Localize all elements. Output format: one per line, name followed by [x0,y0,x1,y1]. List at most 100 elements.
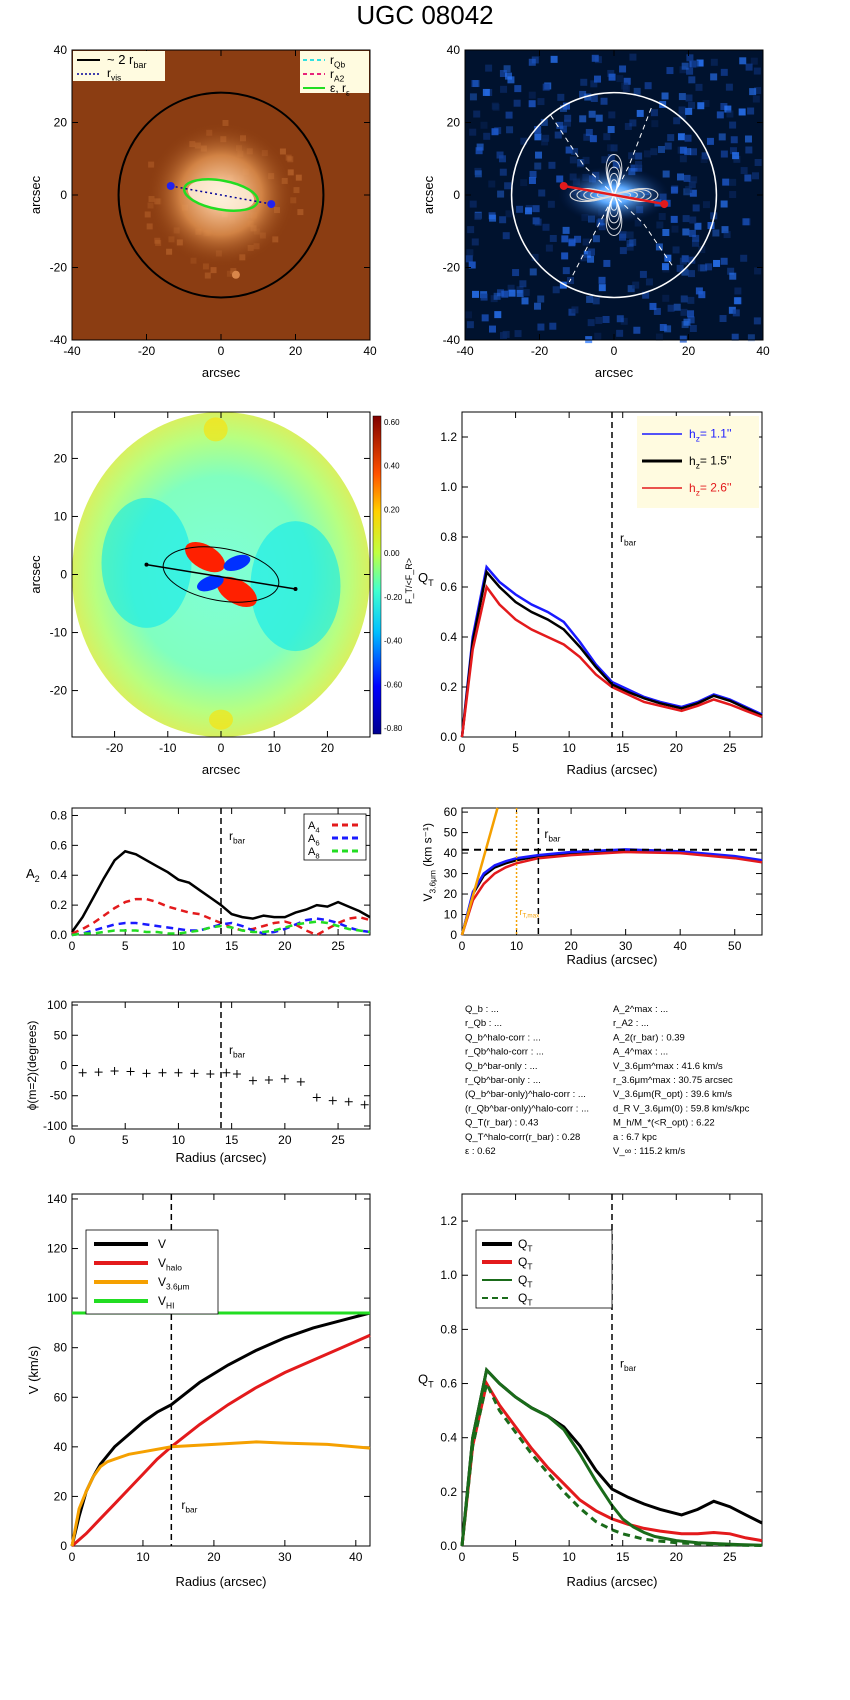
y-tick-label: 40 [447,43,461,57]
image-pixel [542,83,550,91]
image-pixel [588,110,596,118]
image-pixel [671,225,679,233]
phase-point [158,1068,167,1077]
image-pixel [726,110,734,118]
image-pixel [679,155,687,163]
y-tick-label: 1.2 [440,1214,457,1228]
x-tick-label: 20 [682,344,696,358]
image-pixel [537,323,545,331]
image-pixel [571,147,579,155]
phase-point [232,1069,241,1078]
image-pixel [752,95,760,103]
image-pixel [627,285,635,293]
image-pixel [608,111,616,119]
image-pixel [720,200,728,208]
image-pixel [587,255,595,263]
image-pixel [146,223,153,230]
panel-qt-corrections: 0 5 10 15 20 25 0.0 0.2 0.4 0.6 0.8 1.0 1.2 rbar Radiu… [418,1193,763,1589]
image-pixel [643,150,651,158]
image-pixel [624,122,632,130]
image-pixel [465,311,473,319]
image-pixel [499,216,507,224]
x-tick-label: 0 [459,741,466,755]
y-tick-label: -20 [443,261,461,275]
phase-point [328,1096,337,1105]
y-tick-label: 80 [54,1341,68,1355]
y-tick-label: 20 [54,116,68,130]
image-pixel [516,289,524,297]
image-pixel [713,259,721,267]
image-pixel [589,135,597,143]
image-pixel [507,76,515,84]
y-tick-label: -40 [50,333,68,347]
image-pixel [598,284,606,292]
x-tick-label: 20 [289,344,303,358]
param-left: Q_b^bar-only : ... [465,1061,538,1072]
y-tick-label: 60 [444,805,458,819]
x-tick-label: 0 [69,939,76,953]
image-pixel [574,235,582,243]
image-pixel [698,291,706,299]
phase-point [264,1076,273,1085]
image-pixel [490,295,498,303]
image-pixel [629,238,637,246]
phase-point [78,1068,87,1077]
x-tick-label: 10 [136,1550,150,1564]
image-pixel [541,138,549,146]
image-pixel [466,249,474,257]
image-pixel [565,146,573,154]
param-left: r_Qb^bar-only : ... [465,1075,541,1086]
image-pixel [494,311,502,319]
colorbar-tick-label: -0.40 [384,637,403,646]
image-pixel [537,98,545,106]
image-pixel [474,167,482,175]
rbar-label: rbar [229,829,245,846]
bar-line [146,563,296,590]
x-tick-label: 25 [723,741,737,755]
image-pixel [600,97,608,105]
image-pixel [670,215,678,223]
image-pixel [513,99,521,107]
image-pixel [562,102,570,110]
image-pixel [585,128,593,136]
image-pixel [583,250,591,258]
image-pixel [664,142,672,150]
image-pixel [559,281,567,289]
series-line [460,850,763,936]
x-tick-label: -20 [138,344,156,358]
image-pixel [689,216,697,224]
image-pixel [679,335,687,343]
param-left: Q_b : ... [465,1004,499,1015]
image-pixel [561,252,569,260]
param-right: A_2^max : ... [613,1004,668,1015]
y-axis-label: V3.6μm (km s⁻¹) [421,823,438,901]
y-tick-label: 50 [444,826,458,840]
image-pixel [568,239,576,247]
image-pixel [753,67,761,75]
image-pixel [230,268,237,275]
x-tick-label: 0 [69,1550,76,1564]
image-pixel [587,319,595,327]
image-pixel [554,131,562,139]
image-pixel [629,53,637,61]
image-pixel [601,156,609,164]
image-pixel [562,226,570,234]
phase-point [280,1074,289,1083]
legend-entry: V3.6μm [158,1275,189,1292]
phase-point [174,1068,183,1077]
image-pixel [620,317,628,325]
colorbar-tick-label: -0.20 [384,593,403,602]
image-pixel [598,276,606,284]
image-pixel [676,173,684,181]
x-tick-label: 20 [670,1550,684,1564]
y-axis-label: ϕ(m=2)(degrees) [25,1021,39,1111]
legend-entry: V [158,1237,166,1251]
param-right: A_4^max : ... [613,1047,668,1058]
y-tick-label: 40 [54,43,68,57]
image-pixel [204,272,211,279]
image-pixel [679,257,687,265]
image-pixel [679,146,687,154]
image-pixel [557,93,565,101]
image-pixel [466,321,474,329]
